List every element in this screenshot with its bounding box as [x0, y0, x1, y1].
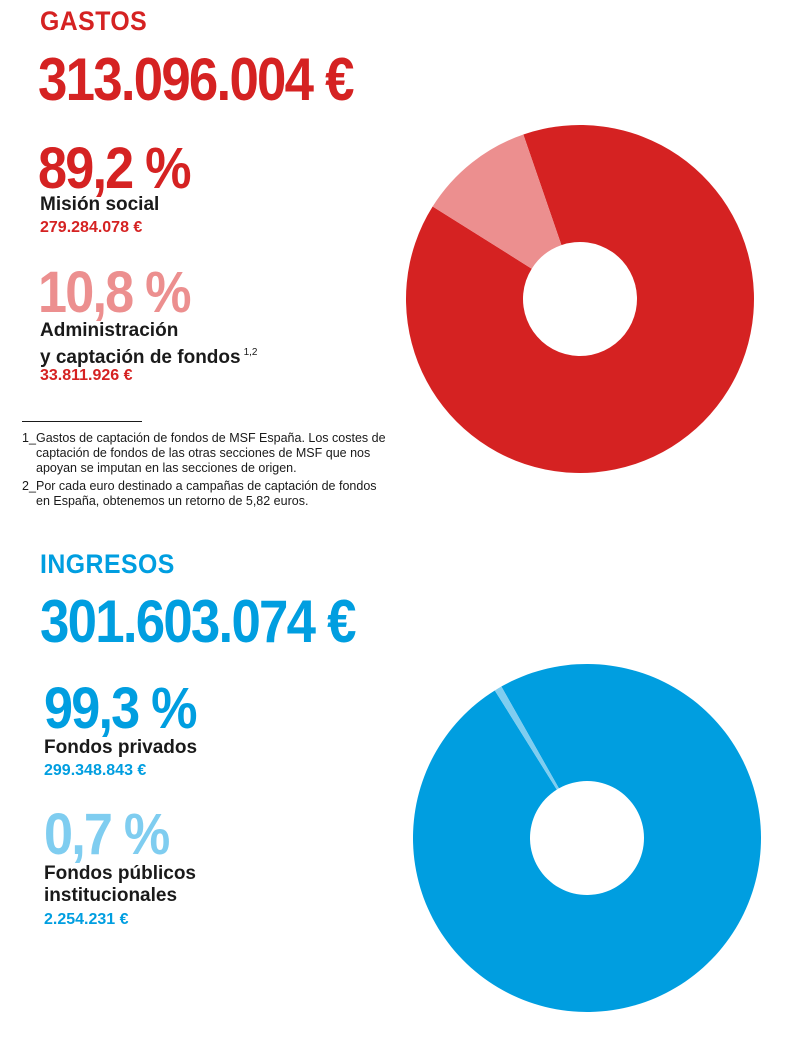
ingresos-title: INGRESOS [40, 549, 175, 579]
footnote-2-number: 2_ [22, 479, 36, 493]
gastos-label-admin: Administración y captación de fondos 1,2 [40, 320, 258, 369]
ingresos-label-publicos-line2: institucionales [44, 885, 178, 906]
footnote-2: 2_ Por cada euro destinado a campañas de… [22, 479, 392, 509]
ingresos-total: 301.603.074 € [40, 588, 357, 655]
ingresos-label-publicos: Fondos públicos institucionales [44, 863, 196, 907]
gastos-label-mision: Misión social [40, 194, 160, 215]
donut-slice-fondos-publicos [494, 686, 559, 790]
donut-slice-administracion [432, 134, 562, 269]
ingresos-pct-publicos: 0,7 % [44, 802, 170, 867]
ingresos-pct-privados: 99,3 % [44, 676, 198, 741]
ingresos-donut-chart [412, 664, 761, 1012]
gastos-total: 313.096.004 € [38, 46, 355, 113]
gastos-donut-chart [405, 125, 754, 473]
ingresos-amount-privados: 299.348.843 € [44, 762, 147, 779]
gastos-label-admin-line1: Administración [40, 320, 179, 341]
ingresos-amount-publicos: 2.254.231 € [44, 911, 129, 928]
gastos-title: GASTOS [40, 6, 148, 36]
ingresos-label-publicos-line1: Fondos públicos [44, 863, 196, 884]
footnote-2-text: Por cada euro destinado a campañas de ca… [36, 479, 377, 508]
gastos-label-admin-line2: y captación de fondos [40, 347, 241, 368]
footnote-divider [22, 421, 142, 422]
footnote-1: 1_ Gastos de captación de fondos de MSF … [22, 431, 392, 476]
gastos-pct-mision: 89,2 % [38, 136, 192, 201]
footnote-1-number: 1_ [22, 431, 36, 445]
gastos-amount-mision: 279.284.078 € [40, 219, 143, 236]
footnote-1-text: Gastos de captación de fondos de MSF Esp… [36, 431, 386, 475]
ingresos-label-privados: Fondos privados [44, 737, 198, 758]
gastos-pct-admin: 10,8 % [38, 260, 192, 325]
donut-slice-fondos-privados [412, 664, 761, 1012]
gastos-amount-admin: 33.811.926 € [40, 367, 133, 384]
donut-slice-mision-social [405, 125, 754, 473]
footnote-ref: 1,2 [243, 347, 258, 358]
